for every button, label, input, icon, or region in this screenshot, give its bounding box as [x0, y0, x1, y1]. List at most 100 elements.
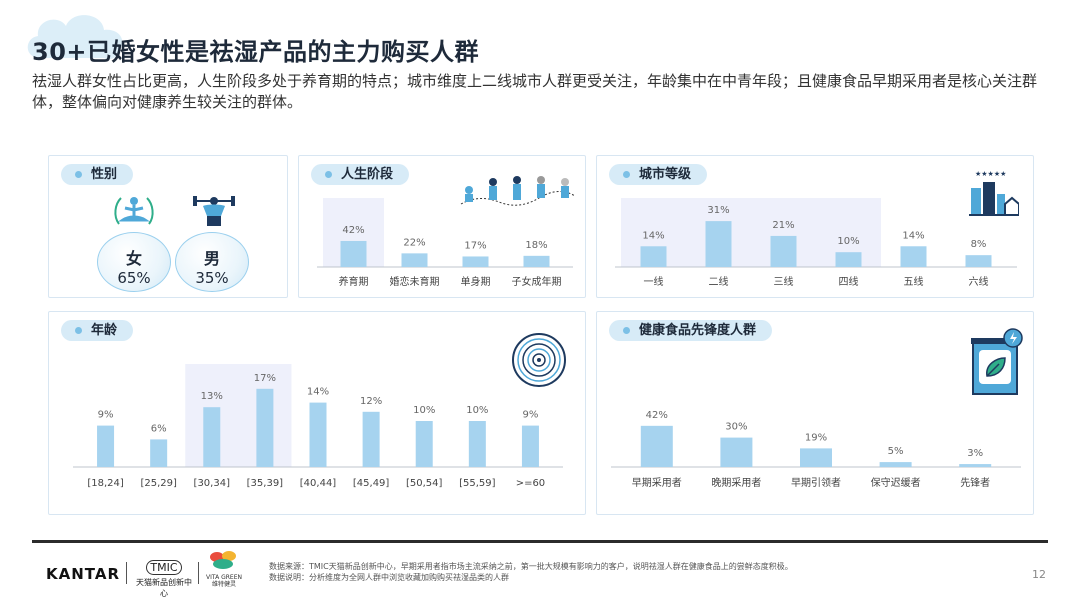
gender-panel-title: 性别	[61, 164, 134, 185]
category-label: [40,44]	[300, 478, 337, 489]
bar	[401, 253, 428, 267]
footnotes: 数据来源：TMIC天猫新品创新中心，早期采用者指市场主流采纳之前，第一批大规模有…	[269, 561, 793, 583]
logo-separator	[126, 562, 127, 584]
health-food-pioneer-panel: 42% 早期采用者 30% 晚期采用者 19% 早期引领者 5% 保守迟缓者 3% 先锋者 健康食…	[596, 311, 1034, 515]
data-label: 31%	[707, 205, 729, 216]
life-stage-panel-title: 人生阶段	[311, 164, 410, 185]
life-stage-chart: 42% 养育期 22% 婚恋未育期 17% 单身期 18% 子女成年期	[317, 198, 573, 288]
bar	[97, 425, 115, 467]
health-food-package-icon	[971, 328, 1023, 395]
bar	[150, 439, 168, 467]
category-label: 二线	[709, 275, 729, 288]
tmic-logo: TMIC 天猫新品创新中心	[134, 556, 194, 599]
category-label: 四线	[839, 275, 859, 288]
page-number: 12	[1032, 568, 1046, 581]
cloud-decoration-icon	[27, 15, 123, 60]
rating-stars-icon: ★★★★★	[975, 170, 1007, 178]
category-label: >=60	[516, 478, 545, 489]
data-label: 30%	[725, 422, 747, 433]
health-food-pioneer-panel-title: 健康食品先锋度人群	[609, 320, 773, 341]
bar	[309, 402, 327, 467]
bar	[835, 252, 862, 267]
male-label: 男	[203, 249, 220, 268]
data-label: 9%	[523, 410, 539, 421]
data-label: 10%	[466, 405, 488, 416]
data-label: 6%	[151, 423, 167, 434]
highlight-band	[185, 364, 292, 467]
category-label: [45,49]	[353, 478, 390, 489]
footer-divider	[32, 540, 1048, 543]
category-label: 先锋者	[960, 476, 990, 489]
tmic-logo-text: 天猫新品创新中心	[136, 578, 192, 598]
bar	[256, 388, 274, 467]
page-subtitle: 祛湿人群女性占比更高，人生阶段多处于养育期的特点；城市维度上二线城市人群更受关注…	[32, 72, 1038, 111]
muscle-man-icon	[193, 196, 235, 226]
age-chart: 9% [18,24] 6% [25,29] 13% [30,34] 17% [35,39] 14…	[73, 364, 563, 489]
category-label: 早期引领者	[791, 476, 841, 489]
age-panel-title: 年龄	[61, 320, 134, 341]
bar	[640, 246, 667, 267]
category-label: [25,29]	[140, 478, 177, 489]
bar	[959, 464, 992, 467]
bar	[800, 448, 832, 467]
bar	[900, 246, 927, 267]
data-label: 42%	[342, 225, 364, 236]
male-share-circle: 男 35%	[175, 232, 249, 292]
female-value: 65%	[117, 269, 151, 287]
data-label: 22%	[403, 237, 425, 248]
bar	[362, 411, 380, 467]
category-label: 养育期	[339, 275, 369, 288]
data-label: 42%	[646, 410, 668, 421]
bar	[415, 421, 433, 467]
bar	[965, 255, 992, 267]
category-label: 保守迟缓者	[871, 476, 921, 489]
vitagreen-logo-icon	[210, 551, 236, 569]
data-label: 17%	[464, 240, 486, 251]
kantar-logo: KANTAR	[46, 565, 121, 583]
city-buildings-icon	[969, 182, 1019, 216]
vitagreen-logo-text-cn: 维特健灵	[211, 581, 236, 588]
category-label: 晚期采用者	[711, 477, 761, 489]
life-stages-people-icon	[460, 176, 576, 206]
bar	[203, 407, 221, 467]
bar	[523, 255, 550, 267]
category-label: [35,39]	[247, 478, 284, 489]
data-label: 19%	[805, 432, 827, 443]
data-source-note: 数据来源：TMIC天猫新品创新中心，早期采用者指市场主流采纳之前，第一批大规模有…	[269, 562, 793, 571]
female-share-circle: 女 65%	[97, 232, 171, 292]
data-label: 14%	[642, 230, 664, 241]
vitagreen-logo-text-en: VITA GREEN	[206, 574, 242, 581]
data-label: 18%	[525, 240, 547, 251]
vitagreen-logo: VITA GREEN 维特健灵	[204, 550, 244, 588]
life-stage-panel: 42% 养育期 22% 婚恋未育期 17% 单身期 18% 子女成年期 人生阶段	[298, 155, 586, 298]
yoga-woman-icon	[114, 197, 154, 225]
category-label: 子女成年期	[512, 275, 562, 288]
category-label: 婚恋未育期	[390, 275, 440, 288]
health-food-pioneer-chart: 42% 早期采用者 30% 晚期采用者 19% 早期引领者 5% 保守迟缓者 3% 先锋者	[611, 410, 1021, 489]
gender-panel: 性别 女 65% 男 35%	[48, 155, 288, 298]
city-level-panel-title: 城市等级	[609, 164, 708, 185]
data-label: 5%	[888, 446, 904, 457]
page-title: 30+已婚女性是祛湿产品的主力购买人群	[32, 38, 480, 66]
logo-separator	[198, 562, 199, 584]
city-level-chart: 14% 一线 31% 二线 21% 三线 10% 四线 14% 五线 8% 六线	[615, 198, 1017, 288]
data-label: 12%	[360, 396, 382, 407]
category-label: [55,59]	[459, 478, 496, 489]
bar	[879, 462, 912, 467]
bar	[770, 235, 797, 267]
age-panel: 9% [18,24] 6% [25,29] 13% [30,34] 17% [35,39] 14…	[48, 311, 586, 515]
data-label: 14%	[307, 387, 329, 398]
data-label: 10%	[837, 236, 859, 247]
data-label: 8%	[971, 239, 987, 250]
data-label: 14%	[902, 230, 924, 241]
bar	[468, 421, 486, 467]
tmic-logo-mark: TMIC	[146, 560, 182, 575]
data-label: 21%	[772, 220, 794, 231]
data-label: 9%	[98, 410, 114, 421]
data-label: 10%	[413, 405, 435, 416]
bar	[462, 256, 489, 267]
data-label: 17%	[254, 373, 276, 384]
male-value: 35%	[195, 269, 229, 287]
tree-rings-icon	[512, 333, 566, 387]
category-label: 六线	[969, 275, 989, 288]
